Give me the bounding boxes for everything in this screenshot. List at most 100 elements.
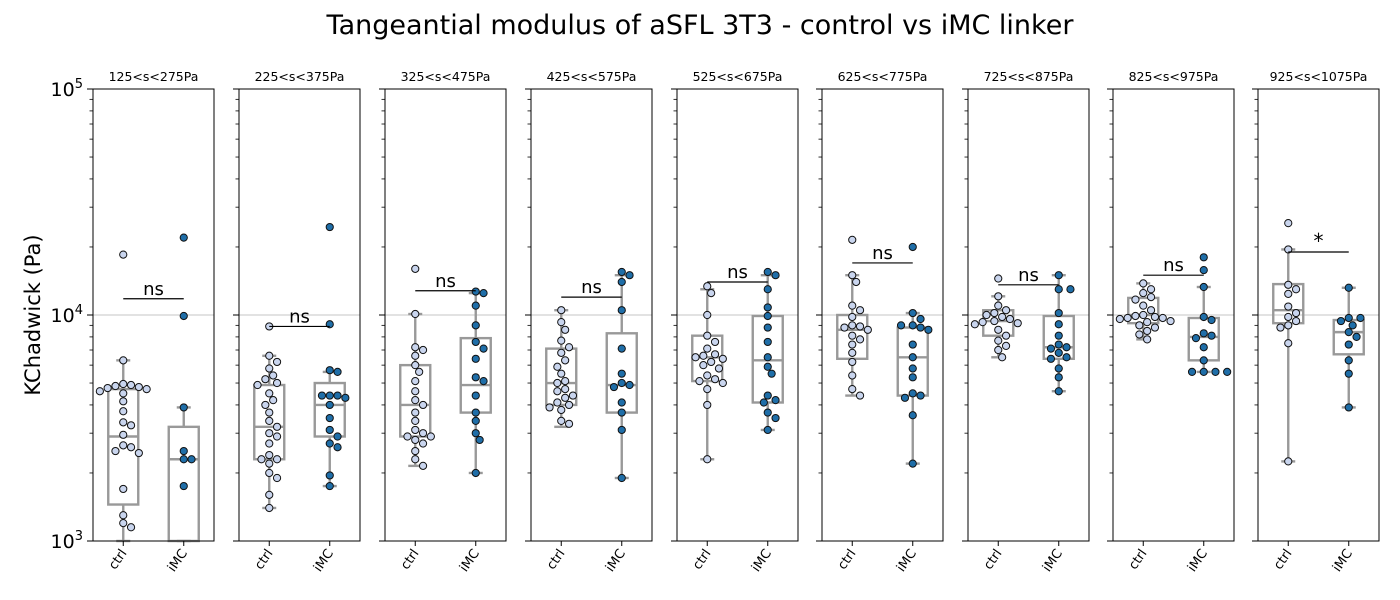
- data-point: [557, 405, 566, 415]
- data-point: [771, 413, 780, 423]
- data-point: [126, 421, 136, 430]
- significance-label: *: [1314, 229, 1324, 253]
- data-point: [564, 400, 574, 410]
- data-point: [553, 378, 562, 388]
- data-point: [1054, 387, 1063, 396]
- data-point: [411, 446, 420, 456]
- data-point: [1139, 301, 1148, 310]
- data-point: [759, 398, 768, 407]
- data-point: [855, 391, 865, 400]
- data-point: [908, 353, 917, 362]
- data-point: [1046, 344, 1056, 353]
- data-point: [617, 267, 626, 277]
- data-point: [840, 323, 849, 332]
- data-point: [1199, 356, 1208, 365]
- data-point: [1284, 457, 1293, 466]
- data-point: [1062, 343, 1071, 352]
- data-point: [994, 301, 1003, 310]
- x-tick-label: iMC: [1330, 547, 1356, 575]
- data-point: [617, 378, 626, 388]
- data-point: [763, 337, 772, 347]
- data-point: [561, 376, 570, 386]
- data-point: [325, 439, 334, 448]
- x-tick-label: ctrl: [106, 547, 130, 573]
- data-point: [564, 419, 574, 428]
- data-point: [418, 429, 428, 438]
- data-point: [617, 425, 626, 435]
- data-point: [617, 398, 626, 407]
- data-point: [710, 350, 720, 359]
- data-point: [325, 471, 334, 480]
- data-point: [333, 367, 342, 377]
- data-point: [119, 389, 128, 398]
- data-point: [855, 335, 865, 344]
- x-tick-label: ctrl: [690, 547, 714, 573]
- data-point: [855, 322, 865, 331]
- data-point: [1166, 316, 1175, 326]
- data-point: [1207, 331, 1216, 340]
- data-point: [341, 393, 350, 402]
- data-point: [1344, 283, 1353, 292]
- data-point: [179, 455, 188, 464]
- data-point: [325, 366, 334, 375]
- significance-label: ns: [143, 279, 164, 300]
- data-point: [1158, 313, 1167, 323]
- data-point: [1352, 332, 1361, 342]
- data-point: [617, 277, 626, 287]
- data-point: [908, 459, 917, 468]
- data-point: [1131, 295, 1140, 304]
- x-tick-label: iMC: [311, 547, 337, 575]
- data-point: [1146, 293, 1156, 302]
- data-point: [714, 364, 724, 373]
- data-point: [718, 354, 727, 363]
- data-point: [265, 459, 274, 468]
- panel-frame: [1257, 88, 1380, 542]
- data-point: [1344, 369, 1353, 378]
- data-point: [1150, 323, 1160, 332]
- data-point: [1054, 285, 1063, 294]
- data-point: [325, 425, 334, 435]
- data-point: [617, 344, 626, 353]
- y-axis-label: KChadwick (Pa): [21, 234, 45, 395]
- data-point: [272, 422, 282, 431]
- data-point: [982, 310, 991, 320]
- data-point: [998, 312, 1007, 322]
- data-point: [1284, 339, 1293, 348]
- data-point: [479, 344, 488, 353]
- data-point: [1139, 310, 1148, 320]
- data-point: [703, 400, 712, 410]
- data-point: [994, 336, 1003, 345]
- data-point: [617, 473, 626, 483]
- data-point: [272, 455, 282, 464]
- data-point: [333, 391, 342, 400]
- data-point: [1123, 313, 1132, 323]
- data-point: [471, 321, 480, 330]
- data-point: [253, 380, 262, 390]
- data-point: [1336, 316, 1346, 326]
- significance-label: ns: [289, 306, 310, 327]
- data-point: [471, 416, 480, 425]
- data-point: [403, 432, 412, 441]
- panel-frame: [92, 88, 215, 542]
- ctrl-group: [253, 322, 286, 513]
- data-point: [119, 418, 128, 427]
- figure-title: Tangeantial modulus of aSFL 3T3 - contro…: [326, 10, 1075, 41]
- data-point: [848, 271, 857, 280]
- data-point: [994, 345, 1003, 355]
- data-point: [1291, 285, 1301, 294]
- data-point: [119, 379, 128, 389]
- data-point: [557, 336, 566, 345]
- x-tick-label: iMC: [165, 547, 191, 575]
- data-point: [179, 233, 188, 242]
- data-point: [848, 371, 857, 380]
- x-tick-label: ctrl: [1126, 547, 1150, 573]
- y-tick-label: 104: [51, 303, 83, 327]
- data-point: [265, 490, 274, 499]
- data-point: [119, 519, 128, 528]
- x-tick-label: ctrl: [544, 547, 568, 573]
- data-point: [908, 373, 917, 382]
- data-point: [1284, 280, 1293, 289]
- data-point: [325, 481, 334, 491]
- data-point: [1115, 314, 1124, 324]
